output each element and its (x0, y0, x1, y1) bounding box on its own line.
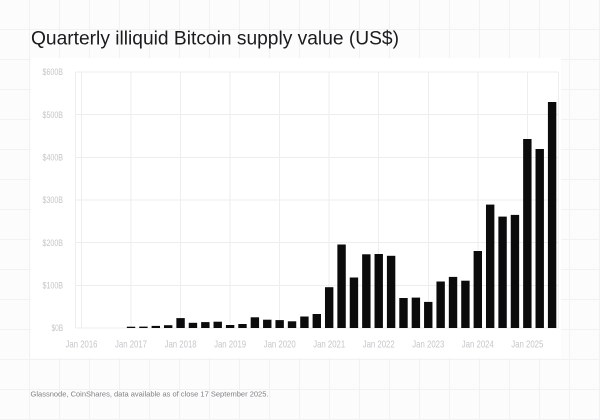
svg-text:Jan 2016: Jan 2016 (66, 340, 98, 351)
svg-text:$500B: $500B (43, 110, 64, 120)
svg-text:Jan 2021: Jan 2021 (313, 340, 345, 351)
svg-text:Jan 2019: Jan 2019 (214, 340, 246, 351)
svg-text:Jan 2020: Jan 2020 (264, 340, 296, 351)
svg-text:$0B: $0B (52, 323, 64, 333)
svg-text:$100B: $100B (43, 281, 64, 291)
svg-text:$400B: $400B (43, 153, 64, 163)
svg-text:Jan 2023: Jan 2023 (412, 340, 444, 351)
svg-text:Jan 2024: Jan 2024 (462, 340, 494, 351)
svg-text:Glassnode, CoinShares, data av: Glassnode, CoinShares, data available as… (31, 389, 269, 398)
svg-text:Jan 2025: Jan 2025 (511, 340, 543, 351)
svg-text:Jan 2017: Jan 2017 (115, 340, 147, 351)
svg-text:$200B: $200B (43, 238, 64, 248)
svg-text:Jan 2018: Jan 2018 (165, 340, 197, 351)
svg-text:$300B: $300B (43, 195, 64, 205)
svg-text:Jan 2022: Jan 2022 (363, 340, 395, 351)
svg-text:Quarterly illiquid Bitcoin sup: Quarterly illiquid Bitcoin supply value … (31, 28, 399, 50)
svg-text:$600B: $600B (43, 67, 64, 77)
